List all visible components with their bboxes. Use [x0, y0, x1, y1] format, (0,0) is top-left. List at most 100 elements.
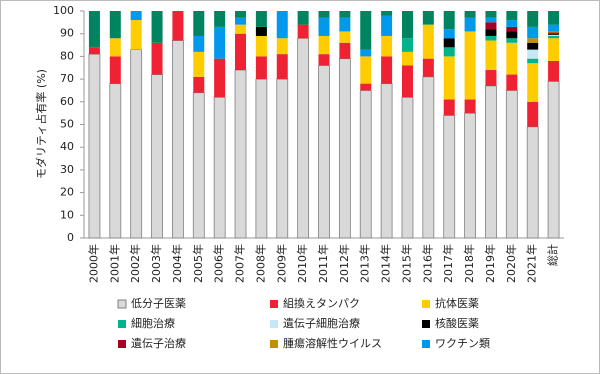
bar-segment: [88, 47, 100, 55]
x-tick-label: 2016年: [420, 244, 434, 283]
bar-segment: [192, 92, 205, 239]
bar-segment: [527, 26, 539, 39]
bar-segment: [401, 38, 413, 52]
bar-segment: [339, 11, 351, 18]
legend-swatch: [270, 340, 278, 348]
bar-segment: [547, 80, 560, 239]
bar-segment: [151, 11, 163, 43]
bar-segment: [548, 24, 560, 32]
bar-segment: [464, 17, 476, 32]
bar-segment: [151, 74, 163, 239]
y-tick-label: 90: [60, 27, 74, 40]
bar-segment: [527, 42, 539, 50]
bar-segment: [381, 35, 393, 57]
bar-segment: [381, 15, 393, 36]
bar-segment: [548, 33, 560, 35]
bar-segment: [235, 17, 247, 25]
bar-segment: [506, 26, 518, 32]
bar-segment: [276, 54, 288, 80]
x-tick-label: 2012年: [337, 244, 351, 283]
x-tick-label: 2002年: [128, 244, 142, 283]
bar-segment: [527, 101, 539, 127]
bar-segment: [172, 40, 184, 239]
bar-segment: [464, 31, 476, 100]
bar-segment: [464, 11, 476, 18]
bar-segment: [485, 17, 497, 23]
bar-segment: [276, 38, 288, 55]
legend-label: 核酸医薬: [435, 316, 479, 330]
bar-segment: [548, 35, 560, 39]
bar-segment: [193, 11, 205, 36]
bar-segment: [443, 47, 455, 57]
bar-segment: [422, 11, 434, 25]
x-tick-label: 2010年: [295, 244, 309, 283]
bar-segment: [464, 99, 476, 114]
bar-segment: [505, 90, 518, 239]
bar-segment: [526, 126, 539, 239]
x-tick-label: 2003年: [149, 244, 163, 283]
bar-segment: [443, 11, 455, 30]
bar-segment: [485, 22, 497, 30]
legend-label: ワクチン類: [435, 337, 490, 350]
bar-segment: [109, 56, 121, 84]
x-tick-label: 2011年: [316, 244, 330, 283]
bar-segment: [235, 11, 247, 18]
bar-segment: [235, 24, 247, 34]
bar-segment: [548, 60, 560, 82]
legend-swatch: [117, 299, 127, 309]
bar-segment: [527, 11, 539, 27]
bar-segment: [339, 42, 351, 59]
x-tick-label: 2018年: [462, 244, 476, 283]
bar-segment: [276, 78, 289, 239]
bar-segment: [193, 35, 205, 52]
bar-segment: [360, 11, 372, 50]
bar-segment: [193, 51, 205, 77]
bar-segment: [109, 83, 122, 239]
x-tick-label: 2004年: [170, 244, 184, 283]
x-tick-label: 2015年: [399, 244, 413, 283]
bar-segment: [360, 83, 372, 91]
bar-segment: [401, 65, 413, 98]
bar-segment: [527, 58, 539, 64]
legend-label: 組換えタンパク: [283, 297, 360, 310]
bar-segment: [506, 31, 518, 39]
bar-segment: [130, 49, 143, 239]
bar-segment: [338, 58, 351, 239]
bar-segment: [109, 11, 121, 39]
y-tick-label: 100: [53, 4, 74, 17]
bar-segment: [297, 37, 310, 239]
bar-segment: [381, 56, 393, 84]
y-tick-label: 0: [67, 231, 74, 244]
legend-swatch: [270, 320, 278, 328]
bar-segment: [318, 54, 330, 66]
bar-segment: [548, 31, 560, 33]
bar-segment: [88, 53, 101, 239]
legend-label: 遺伝子治療: [131, 336, 186, 350]
legend-swatch: [422, 300, 430, 308]
x-tick-label: 2009年: [274, 244, 288, 283]
bar-segment: [527, 49, 539, 59]
x-tick-label: 2001年: [107, 244, 121, 283]
bar-segment: [443, 29, 455, 39]
bar-segment: [443, 115, 456, 239]
y-tick-label: 10: [60, 208, 74, 221]
bar-segment: [527, 63, 539, 102]
legend-label: 遺伝子細胞治療: [283, 316, 360, 330]
bar-segment: [359, 90, 372, 239]
bar-segment: [381, 11, 393, 16]
y-tick-label: 60: [60, 95, 74, 108]
y-tick-label: 30: [60, 163, 74, 176]
bar-segment: [130, 20, 142, 50]
bar-segment: [88, 11, 100, 48]
bar-segment: [548, 11, 560, 25]
bar-segment: [318, 17, 330, 36]
x-tick-label: 2007年: [233, 244, 247, 283]
bar-segment: [255, 26, 267, 36]
x-tick-label: 2020年: [504, 244, 518, 283]
y-axis-title: モダリティ占有率 (%): [34, 69, 48, 179]
bar-segment: [214, 58, 226, 98]
bar-segment: [213, 96, 226, 239]
bar-segment: [443, 99, 455, 116]
bar-segment: [401, 51, 413, 66]
bar-segment: [485, 35, 497, 41]
